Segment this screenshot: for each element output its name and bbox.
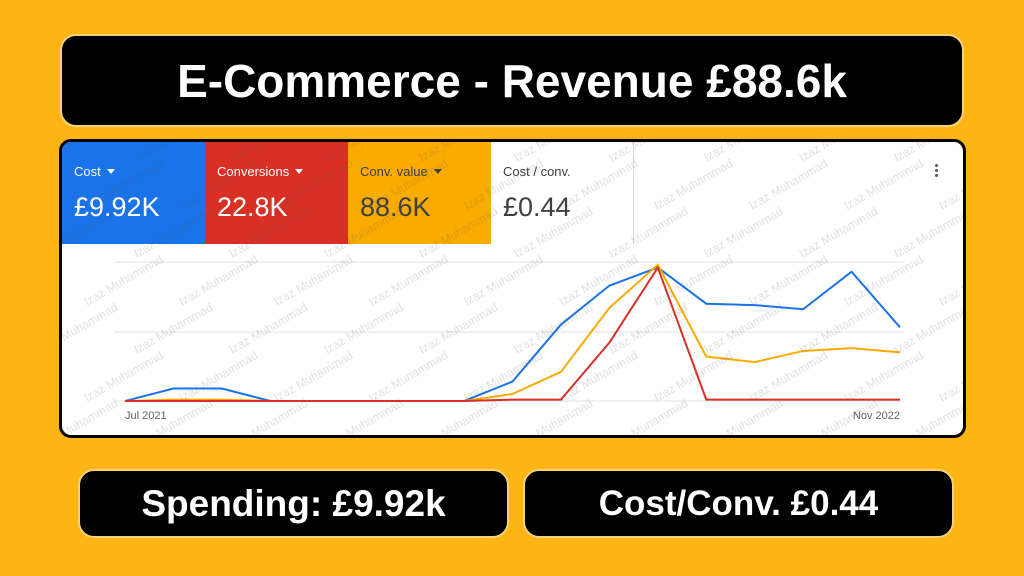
cost-per-conv: Cost/Conv. £0.44 xyxy=(598,483,879,523)
metric-tile[interactable]: Conversions 22.8K xyxy=(205,142,348,244)
metric-value: 22.8K xyxy=(217,192,288,222)
title-banner: E-Commerce - Revenue £88.6k xyxy=(60,34,964,127)
metric-label: Cost / conv. xyxy=(503,164,621,182)
watermark: Izaz Muhammad xyxy=(797,142,881,165)
series-line xyxy=(125,265,900,402)
dropdown-arrow xyxy=(295,169,304,174)
watermark: Izaz Muhammad xyxy=(747,156,831,212)
metric-label-text: Conversions xyxy=(217,164,290,179)
spending-badge: Spending: £9.92k xyxy=(78,469,509,538)
metric-tile[interactable]: Cost £9.92K xyxy=(62,142,205,244)
metric-value: £0.44 xyxy=(503,192,571,222)
metric-label-text: Cost xyxy=(74,164,101,179)
x-tick-label: Nov 2022 xyxy=(853,410,900,422)
line-chart: Jul 2021 Nov 2022 xyxy=(114,261,904,422)
series-line xyxy=(124,266,901,402)
watermark: Izaz Muhammad xyxy=(702,142,786,165)
title: E-Commerce - Revenue £88.6k xyxy=(177,54,847,107)
watermark: Izaz Muhammad xyxy=(842,156,926,212)
metric-label: Cost xyxy=(74,164,193,182)
metric-label-text: Cost / conv. xyxy=(503,164,571,179)
metric-label: Conversions xyxy=(217,164,336,182)
metric-label-text: Conv. value xyxy=(360,164,428,179)
metric-label: Conv. value xyxy=(360,164,479,182)
cost-per-conv-badge: Cost/Conv. £0.44 xyxy=(523,469,954,538)
watermark: Izaz Muhammad xyxy=(937,156,964,212)
metric-tile[interactable]: Cost / conv. £0.44 xyxy=(491,142,634,244)
dropdown-arrow xyxy=(106,169,115,174)
x-tick-label: Jul 2021 xyxy=(125,410,167,422)
watermark: Izaz Muhammad xyxy=(892,142,964,165)
dropdown-arrow xyxy=(433,169,442,174)
metric-tile[interactable]: Conv. value 88.6K xyxy=(348,142,491,244)
spending: Spending: £9.92k xyxy=(141,482,446,524)
metric-value: £9.92K xyxy=(74,192,160,222)
watermark: Izaz Muhammad xyxy=(652,156,736,212)
more-menu[interactable] xyxy=(935,164,939,179)
chart-card: Cost £9.92K Conversions 22.8K Conv. value 88.… xyxy=(59,139,966,438)
metric-value: 88.6K xyxy=(360,192,431,222)
